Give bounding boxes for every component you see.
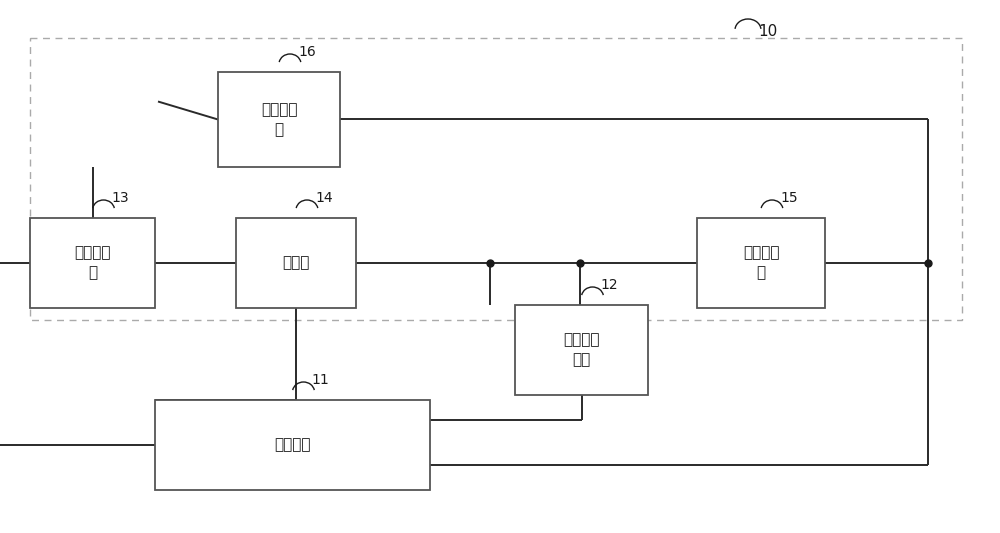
- Text: 12: 12: [600, 278, 618, 292]
- Text: 反馈分频
器: 反馈分频 器: [261, 102, 297, 137]
- Text: 电荷泵: 电荷泵: [282, 255, 310, 271]
- Text: 主环路滤
波器: 主环路滤 波器: [563, 333, 600, 367]
- Text: 14: 14: [315, 191, 333, 205]
- Bar: [515, 305, 648, 395]
- Bar: [218, 72, 340, 167]
- Text: 11: 11: [312, 373, 329, 387]
- Text: 13: 13: [112, 191, 129, 205]
- Bar: [155, 400, 430, 490]
- Text: 压控振荡
器: 压控振荡 器: [743, 246, 779, 280]
- Text: 调制电路: 调制电路: [274, 438, 311, 453]
- Bar: [30, 218, 155, 308]
- Text: 鉴频鉴相
器: 鉴频鉴相 器: [74, 246, 111, 280]
- Bar: [30, 38, 962, 320]
- Bar: [697, 218, 825, 308]
- Bar: [236, 218, 356, 308]
- Text: 16: 16: [298, 45, 316, 59]
- Text: 15: 15: [780, 191, 798, 205]
- Text: 10: 10: [758, 24, 777, 39]
